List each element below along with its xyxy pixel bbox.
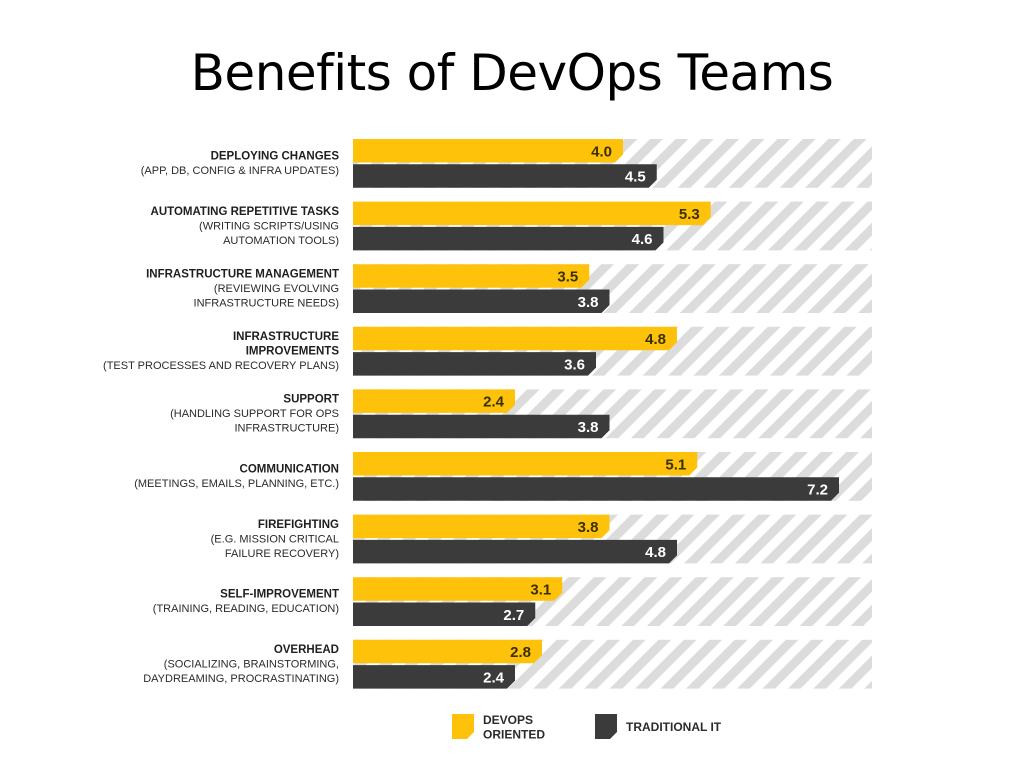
category-title: OVERHEAD: [274, 644, 339, 656]
value-label-traditional: 4.5: [625, 169, 646, 186]
bar-traditional: [353, 665, 515, 689]
category-subtitle: (HANDLING SUPPORT FOR OPS: [170, 408, 339, 420]
bar-devops: [353, 264, 590, 288]
category-subtitle: INFRASTRUCTURE NEEDS): [194, 297, 339, 309]
category-title: COMMUNICATION: [240, 463, 339, 475]
value-label-traditional: 3.8: [578, 294, 599, 311]
legend-label: DEVOPS: [483, 713, 533, 727]
bar-traditional: [353, 414, 610, 439]
category-subtitle: (APP, DB, CONFIG & INFRA UPDATES): [141, 165, 339, 177]
slide-title: Benefits of DevOps Teams: [190, 44, 834, 102]
value-label-devops: 3.5: [557, 268, 578, 285]
legend-swatch: [595, 714, 617, 739]
value-label-devops: 4.0: [591, 143, 612, 160]
bar-traditional: [353, 289, 610, 313]
bar-traditional: [353, 602, 536, 626]
legend-label: TRADITIONAL IT: [626, 720, 722, 734]
category-title: DEPLOYING CHANGES: [211, 150, 340, 162]
value-label-traditional: 7.2: [807, 482, 828, 499]
value-label-traditional: 3.6: [564, 356, 585, 373]
value-label-traditional: 2.7: [503, 607, 524, 624]
bar-devops: [353, 452, 698, 476]
value-label-devops: 4.8: [645, 331, 666, 348]
category-subtitle: (E.G. MISSION CRITICAL: [211, 533, 339, 545]
category-title: SELF-IMPROVEMENT: [220, 589, 339, 601]
category-subtitle: AUTOMATION TOOLS): [223, 235, 339, 247]
value-label-traditional: 4.8: [645, 544, 666, 561]
category-subtitle: INFRASTRUCTURE): [235, 423, 340, 435]
bar-devops: [353, 639, 542, 664]
value-label-devops: 5.3: [679, 206, 700, 223]
category-subtitle: (TRAINING, READING, EDUCATION): [153, 603, 339, 615]
bar-devops: [353, 577, 563, 601]
value-label-devops: 3.1: [530, 581, 551, 598]
bar-traditional: [353, 477, 839, 501]
value-label-traditional: 4.6: [632, 231, 653, 248]
bar-devops: [353, 389, 515, 413]
bar-devops: [353, 326, 677, 351]
bar-traditional: [353, 539, 677, 564]
category-subtitle: (TEST PROCESSES AND RECOVERY PLANS): [103, 360, 339, 372]
bar-traditional: [353, 164, 657, 188]
bar-traditional: [353, 226, 664, 251]
category-title: INFRASTRUCTURE MANAGEMENT: [146, 268, 339, 280]
category-subtitle: (MEETINGS, EMAILS, PLANNING, ETC.): [134, 478, 339, 490]
legend-traditional: TRADITIONAL IT: [595, 714, 722, 739]
bar-traditional: [353, 352, 596, 376]
category-title: AUTOMATING REPETITIVE TASKS: [151, 206, 340, 218]
bar-devops: [353, 514, 610, 539]
legend-label: ORIENTED: [483, 727, 545, 741]
value-label-devops: 2.8: [510, 644, 531, 661]
category-title: IMPROVEMENTS: [246, 345, 340, 357]
bar-devops: [353, 201, 711, 226]
legend-swatch: [452, 714, 474, 739]
category-title: INFRASTRUCTURE: [233, 331, 339, 343]
category-subtitle: DAYDREAMING, PROCRASTINATING): [143, 673, 339, 685]
category-subtitle: (WRITING SCRIPTS/USING: [199, 220, 339, 232]
category-subtitle: FAILURE RECOVERY): [225, 548, 339, 560]
category-title: SUPPORT: [283, 394, 339, 406]
value-label-devops: 2.4: [483, 394, 505, 411]
category-subtitle: (SOCIALIZING, BRAINSTORMING,: [164, 658, 339, 670]
value-label-devops: 5.1: [665, 456, 686, 473]
category-subtitle: (REVIEWING EVOLVING: [214, 283, 339, 295]
value-label-devops: 3.8: [578, 519, 599, 536]
category-title: FIREFIGHTING: [258, 519, 339, 531]
value-label-traditional: 3.8: [578, 419, 599, 436]
value-label-traditional: 2.4: [483, 669, 505, 686]
bar-devops: [353, 139, 623, 163]
